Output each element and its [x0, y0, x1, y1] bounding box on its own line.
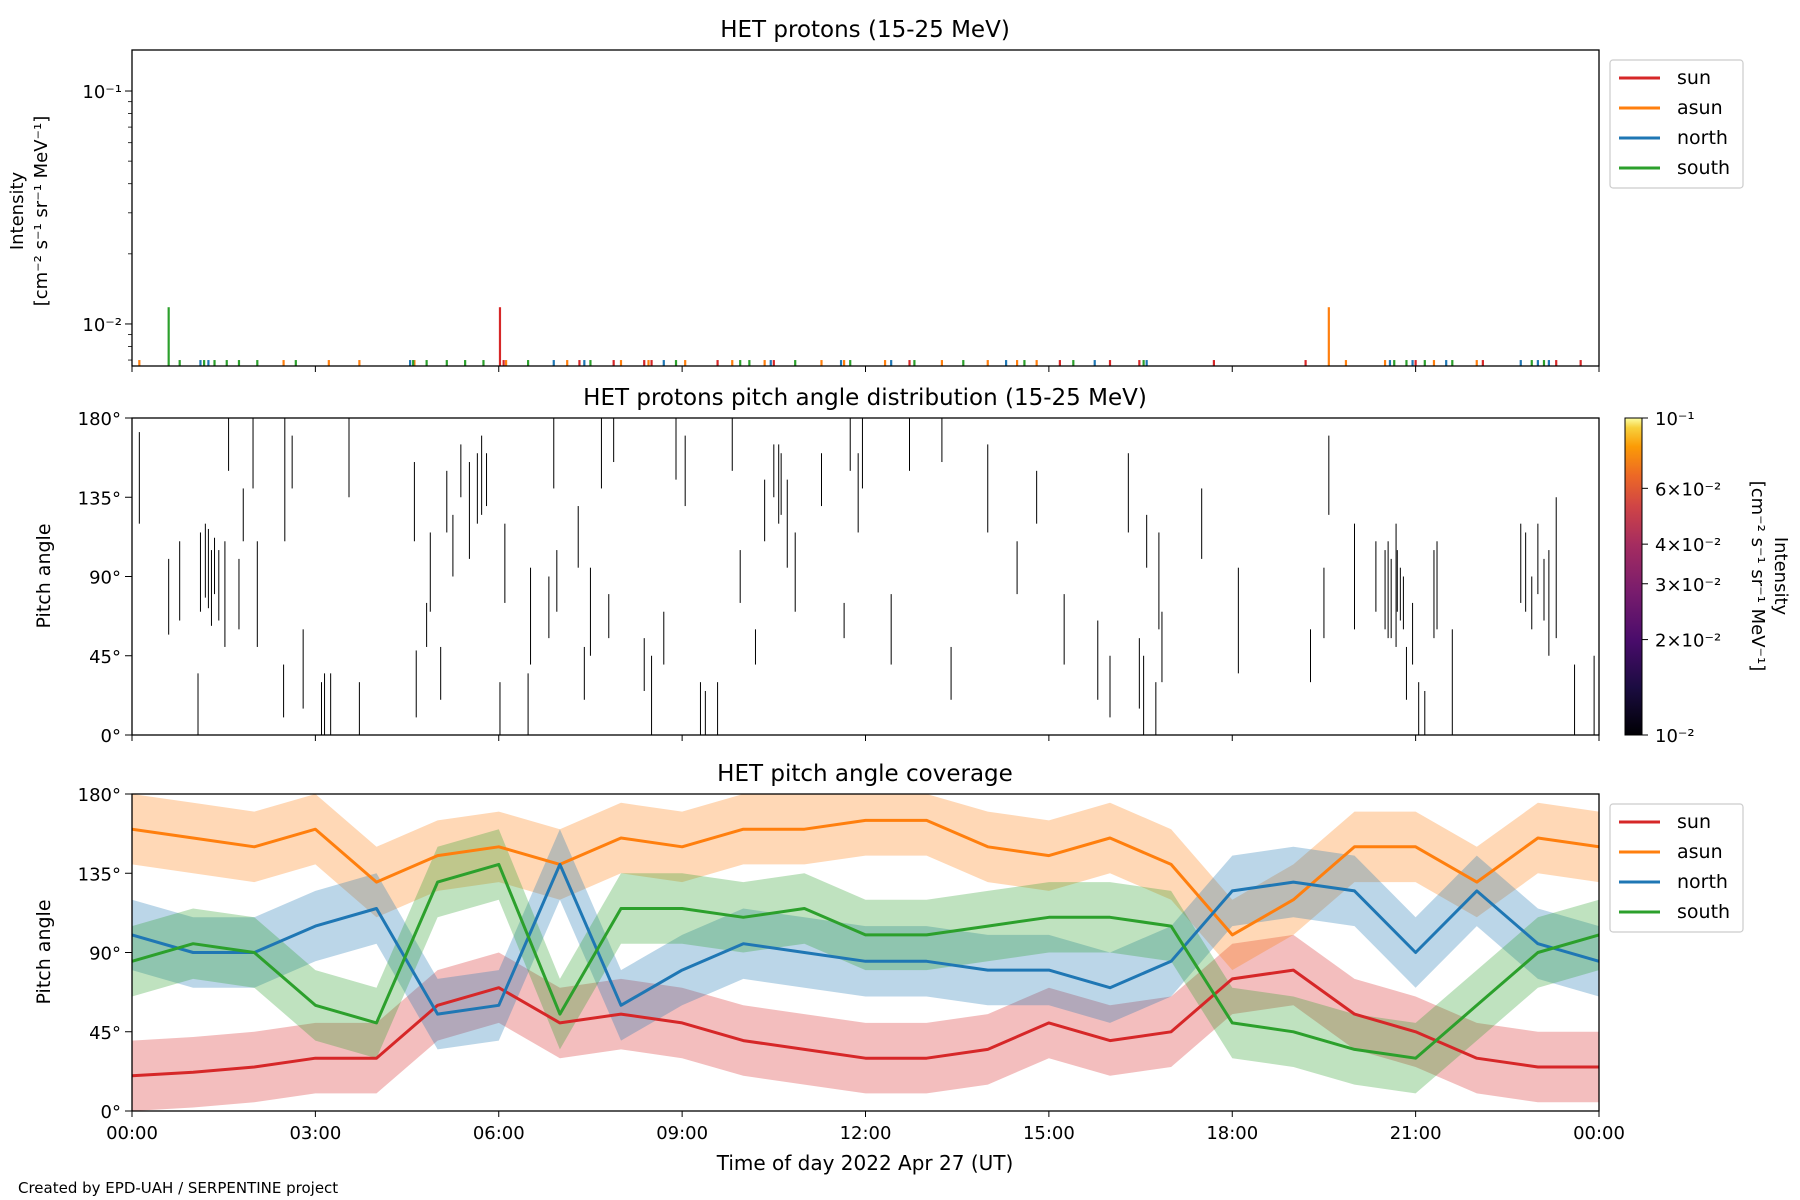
y-tick-label: 90° [89, 568, 121, 589]
panel2-title: HET protons pitch angle distribution (15… [583, 385, 1147, 411]
colorbar-label-line1: Intensity [1770, 537, 1791, 616]
y-tick-label: 90° [89, 944, 121, 965]
panel2-ylabel: Pitch angle [33, 523, 55, 628]
colorbar [1624, 417, 1643, 736]
x-axis-label: Time of day 2022 Apr 27 (UT) [716, 1151, 1014, 1175]
x-tick-label: 06:00 [473, 1123, 525, 1144]
y-tick-label: 0° [101, 1102, 121, 1123]
panel3-title: HET pitch angle coverage [717, 761, 1013, 787]
panel1-legend: sun asun north south [1609, 59, 1744, 189]
y-tick-label: 180° [78, 785, 121, 806]
legend-box [1609, 803, 1744, 933]
legend-label-south: south [1677, 157, 1730, 179]
panel1-xaxis [131, 366, 1600, 372]
colorbar-tick-label: 3×10⁻² [1655, 575, 1721, 596]
legend-label-sun: sun [1677, 811, 1711, 833]
y-tick-label: 10⁻¹ [82, 82, 122, 103]
colorbar-tick-label: 4×10⁻² [1655, 535, 1721, 556]
colorbar-tick-label: 6×10⁻² [1655, 479, 1721, 500]
panel3-series [132, 794, 1599, 1111]
colorbar-tick-label: 10⁻¹ [1655, 409, 1695, 430]
panel2-xaxis [131, 735, 1600, 741]
x-tick-label: 18:00 [1206, 1123, 1258, 1144]
panel2-frame [131, 417, 1600, 736]
colorbar-tick-label: 2×10⁻² [1655, 631, 1721, 652]
legend-label-south: south [1677, 901, 1730, 923]
coverage-line-south [132, 862, 1599, 1060]
panel1-bars [138, 307, 1582, 366]
coverage-band-north [132, 829, 1599, 1050]
x-tick-label: 00:00 [106, 1123, 158, 1144]
y-tick-label: 135° [78, 488, 121, 509]
legend-label-north: north [1677, 871, 1728, 893]
y-tick-label: 0° [101, 726, 121, 747]
panel1-ylabel-line2: [cm⁻² s⁻¹ sr⁻¹ MeV⁻¹] [31, 116, 52, 307]
y-tick-label: 135° [78, 864, 121, 885]
panel-coverage: HET pitch angle coverage 0° 45° 90° 135° 180… [33, 761, 1744, 1144]
panel3-legend: sun asun north south [1609, 803, 1744, 933]
panel3-ylabel: Pitch angle [33, 899, 55, 1004]
y-tick-label: 45° [89, 1023, 121, 1044]
coverage-line-sun [132, 968, 1599, 1078]
coverage-band-asun [132, 794, 1599, 971]
colorbar-label-line2: [cm⁻² s⁻¹ sr⁻¹ MeV⁻¹] [1747, 481, 1768, 672]
x-tick-label: 09:00 [656, 1123, 708, 1144]
x-tick-label: 00:00 [1573, 1123, 1625, 1144]
x-tick-label: 21:00 [1390, 1123, 1442, 1144]
colorbar-tick-label: 10⁻² [1655, 726, 1695, 747]
x-tick-label: 03:00 [289, 1123, 341, 1144]
legend-label-north: north [1677, 127, 1728, 149]
footer-credit: Created by EPD-UAH / SERPENTINE project [18, 1179, 338, 1197]
colorbar-axis: 10⁻¹ 6×10⁻² 4×10⁻² 3×10⁻² 2×10⁻² 10⁻² [1642, 409, 1721, 747]
x-tick-label: 15:00 [1023, 1123, 1075, 1144]
panel-pad: HET protons pitch angle distribution (15… [33, 385, 1791, 747]
coverage-line-asun [132, 818, 1599, 937]
panel2-yaxis: 0° 45° 90° 135° 180° [78, 409, 132, 747]
panel1-title: HET protons (15-25 MeV) [720, 17, 1010, 43]
legend-box [1609, 59, 1744, 189]
panel1-yaxis: 10⁻² 10⁻¹ [82, 82, 132, 361]
panel2-heatmap [138, 418, 1595, 735]
panel3-xaxis: 00:00 03:00 06:00 09:00 12:00 15:00 18:00 21:00… [106, 1111, 1625, 1144]
legend-label-sun: sun [1677, 67, 1711, 89]
panel1-ylabel-line1: Intensity [7, 171, 28, 250]
y-tick-label: 45° [89, 647, 121, 668]
coverage-line-north [132, 862, 1599, 1016]
panel3-yaxis: 0° 45° 90° 135° 180° [78, 785, 132, 1123]
panel1-frame [131, 49, 1600, 367]
y-tick-label: 10⁻² [82, 315, 122, 336]
legend-label-asun: asun [1677, 841, 1723, 863]
y-tick-label: 180° [78, 409, 121, 430]
legend-label-asun: asun [1677, 97, 1723, 119]
panel-intensity: HET protons (15-25 MeV) 10⁻² 10⁻¹ Intensi… [7, 17, 1744, 372]
x-tick-label: 12:00 [840, 1123, 892, 1144]
